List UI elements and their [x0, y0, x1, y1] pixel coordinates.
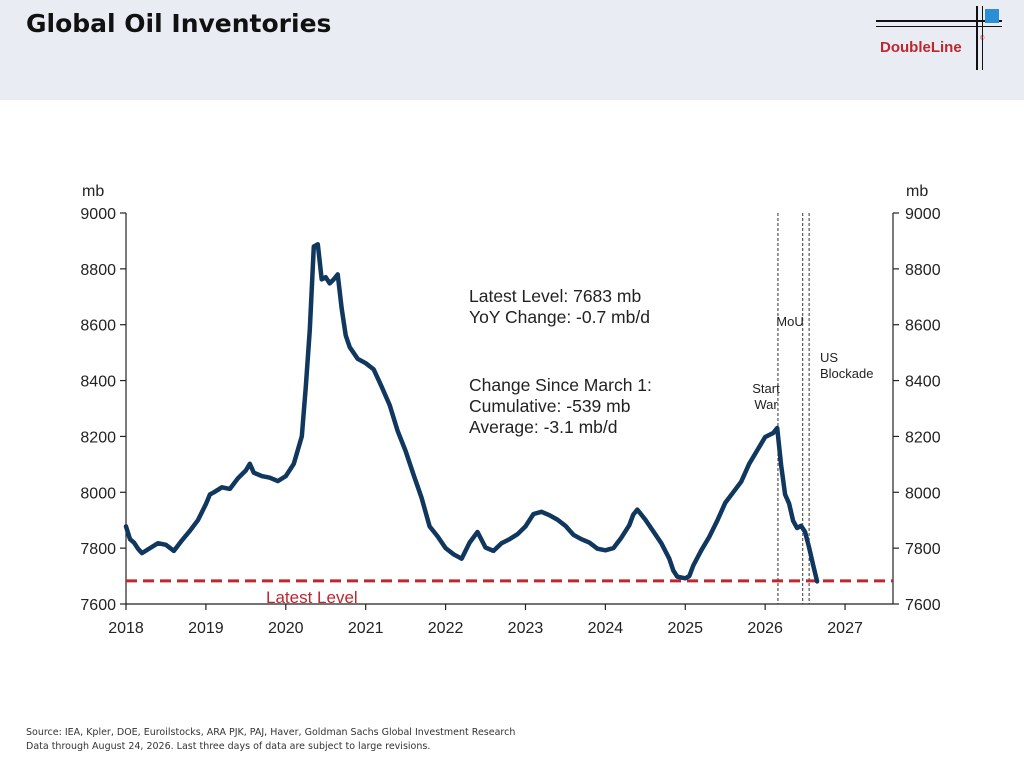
- event-label: MoU: [776, 314, 803, 329]
- x-tick-label: 2021: [348, 620, 384, 637]
- logo-text: DoubleLine: [880, 39, 962, 56]
- y-tick-label-right: 8800: [905, 262, 941, 279]
- y-tick-label-right: 8000: [905, 485, 941, 502]
- series-line-inventories: [123, 242, 820, 584]
- y-tick-label-left: 8000: [80, 485, 116, 502]
- annotation-text: Cumulative: -539 mb: [469, 396, 630, 416]
- event-label: Start: [752, 381, 780, 396]
- axis-ticks: mb mb 7600 7600 7800 7800 8000 8000 8200 8200 8400…: [80, 183, 940, 637]
- logo-rule-horizontal-bottom: [876, 26, 1002, 27]
- page-title: Global Oil Inventories: [26, 9, 332, 38]
- y-tick-label-right: 7600: [905, 597, 941, 614]
- x-tick-label: 2018: [108, 620, 144, 637]
- event-label: Blockade: [820, 366, 873, 381]
- latest-level-reference: Latest Level: [126, 579, 893, 607]
- y-tick-label-left: 7800: [80, 541, 116, 558]
- data-note: Data through August 24, 2026. Last three…: [26, 741, 431, 752]
- y-tick-label-left: 7600: [80, 597, 116, 614]
- source-note: Source: IEA, Kpler, DOE, Euroilstocks, A…: [26, 727, 516, 738]
- y-tick-label-left: 9000: [80, 206, 116, 223]
- x-tick-label: 2025: [667, 620, 703, 637]
- y-tick-label-right: 8600: [905, 318, 941, 335]
- logo-rule-vertical-right: [982, 6, 983, 70]
- logo-blue-square: [985, 9, 999, 23]
- x-tick-label: 2020: [268, 620, 304, 637]
- y-tick-label-left: 8600: [80, 318, 116, 335]
- annotation-text: YoY Change: -0.7 mb/d: [469, 307, 650, 327]
- y-axis-right-unit: mb: [906, 183, 928, 200]
- latest-level-label: Latest Level: [266, 588, 358, 607]
- x-tick-label: 2024: [588, 620, 624, 637]
- footer-notes: Source: IEA, Kpler, DOE, Euroilstocks, A…: [26, 726, 515, 754]
- x-tick-label: 2022: [428, 620, 464, 637]
- logo-rule-horizontal-top: [876, 20, 1002, 22]
- y-tick-label-right: 8400: [905, 374, 941, 391]
- annotation-text: Average: -3.1 mb/d: [469, 417, 618, 437]
- y-tick-label-left: 8400: [80, 374, 116, 391]
- x-tick-label: 2023: [508, 620, 544, 637]
- x-tick-label: 2027: [827, 620, 863, 637]
- y-tick-label-left: 8200: [80, 429, 116, 446]
- event-label: US: [820, 350, 838, 365]
- logo-rule-vertical-left: [976, 6, 978, 70]
- x-tick-label: 2019: [188, 620, 224, 637]
- annotation-text: Latest Level: 7683 mb: [469, 286, 641, 306]
- annotation-text: Change Since March 1:: [469, 375, 652, 395]
- header-band: Global Oil Inventories DoubleLine ®: [0, 0, 1024, 100]
- y-tick-label-left: 8800: [80, 262, 116, 279]
- x-tick-label: 2026: [747, 620, 783, 637]
- event-label: War: [754, 397, 778, 412]
- y-axis-left-unit: mb: [82, 183, 104, 200]
- y-tick-label-right: 9000: [905, 206, 941, 223]
- y-tick-label-right: 8200: [905, 429, 941, 446]
- doubleline-logo: DoubleLine ®: [874, 6, 1004, 72]
- logo-registered-mark: ®: [980, 36, 985, 42]
- series-group: [123, 242, 820, 584]
- y-tick-label-right: 7800: [905, 541, 941, 558]
